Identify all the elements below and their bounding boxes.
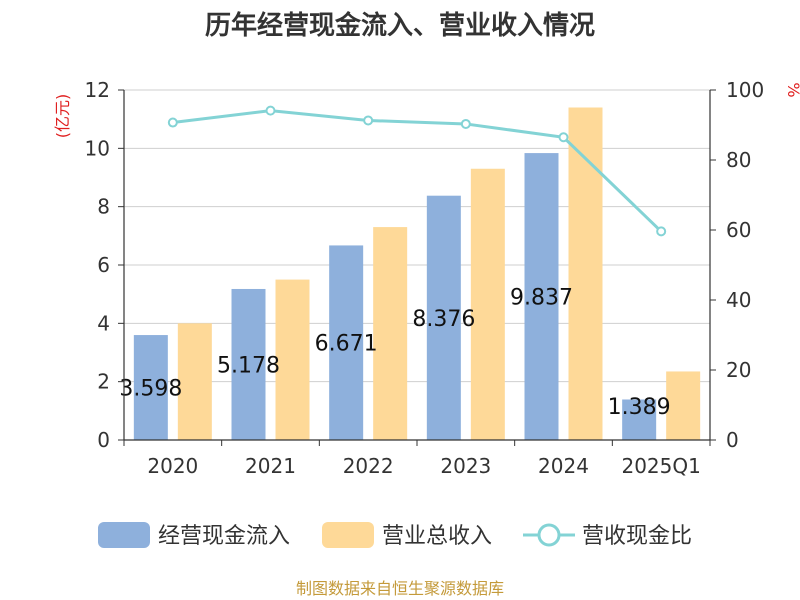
legend-swatch-inflow[interactable]	[98, 522, 150, 548]
x-tick-label: 2021	[245, 454, 296, 478]
bar-revenue	[275, 279, 310, 440]
right-axis-ticks: 0 20 40 60 80 100	[710, 78, 764, 452]
bar-revenue	[470, 168, 505, 440]
bar-cash-inflow	[524, 153, 559, 440]
ratio-point	[558, 132, 569, 143]
left-tick-label: 6	[97, 253, 110, 277]
right-tick-label: 0	[726, 428, 739, 452]
x-tick-label: 2023	[440, 454, 491, 478]
right-tick-label: 80	[726, 148, 751, 172]
right-axis-unit: %	[784, 82, 800, 97]
x-tick-label: 2022	[343, 454, 394, 478]
bar-value-label: 5.178	[217, 353, 280, 378]
bar-cash-inflow	[133, 335, 168, 440]
right-tick-label: 100	[726, 78, 764, 102]
bar-value-label: 6.671	[315, 332, 378, 357]
legend-label-ratio[interactable]: 营收现金比	[582, 524, 692, 549]
chart-title: 历年经营现金流入、营业收入情况	[205, 10, 595, 41]
ratio-point	[656, 226, 667, 237]
data-source: 制图数据来自恒生聚源数据库	[296, 579, 504, 598]
bar-labels: 3.598 5.178 6.671 8.376 9.837 1.389	[119, 286, 670, 420]
bar-revenue	[568, 107, 603, 440]
right-tick-label: 60	[726, 218, 751, 242]
x-tick-label: 2020	[147, 454, 198, 478]
left-axis-unit: (亿元)	[53, 94, 72, 139]
legend: 经营现金流入 营业总收入 营收现金比	[98, 522, 692, 549]
bar-revenue	[373, 227, 408, 440]
x-tick-label: 2024	[538, 454, 589, 478]
right-tick-label: 20	[726, 358, 751, 382]
left-axis-ticks: 0 2 4 6 8 10 12	[85, 78, 124, 452]
legend-label-inflow[interactable]: 经营现金流入	[158, 524, 290, 549]
gridlines	[124, 89, 710, 383]
left-tick-label: 2	[97, 370, 110, 394]
bar-revenue	[177, 323, 212, 440]
bar-cash-inflow	[426, 195, 461, 440]
ratio-line	[167, 105, 667, 237]
bar-value-label: 3.598	[119, 377, 182, 402]
legend-label-revenue[interactable]: 营业总收入	[382, 524, 492, 549]
bar-value-label: 8.376	[412, 307, 475, 332]
ratio-line-path	[172, 109, 663, 233]
ratio-point	[167, 117, 178, 128]
x-tick-label: 2025Q1	[621, 454, 700, 478]
bar-cash-inflow	[622, 399, 657, 440]
left-tick-label: 4	[97, 311, 110, 335]
ratio-point	[460, 118, 471, 129]
bar-value-label: 9.837	[510, 286, 573, 311]
left-tick-label: 0	[97, 428, 110, 452]
x-axis-ticks: 2020 2021 2022 2023 2024 2025Q1	[123, 440, 711, 478]
bar-cash-inflow	[231, 288, 266, 440]
right-tick-label: 40	[726, 288, 751, 312]
legend-marker-ratio[interactable]	[537, 523, 561, 547]
legend-swatch-revenue[interactable]	[322, 522, 374, 548]
bar-revenue	[666, 371, 701, 440]
bar-cash-inflow	[329, 245, 364, 440]
bars	[133, 107, 701, 440]
bar-value-label: 1.389	[608, 395, 671, 420]
ratio-point	[363, 115, 374, 126]
ratio-point	[265, 105, 276, 116]
left-tick-label: 8	[97, 195, 110, 219]
left-tick-label: 10	[85, 136, 110, 160]
left-tick-label: 12	[85, 78, 110, 102]
